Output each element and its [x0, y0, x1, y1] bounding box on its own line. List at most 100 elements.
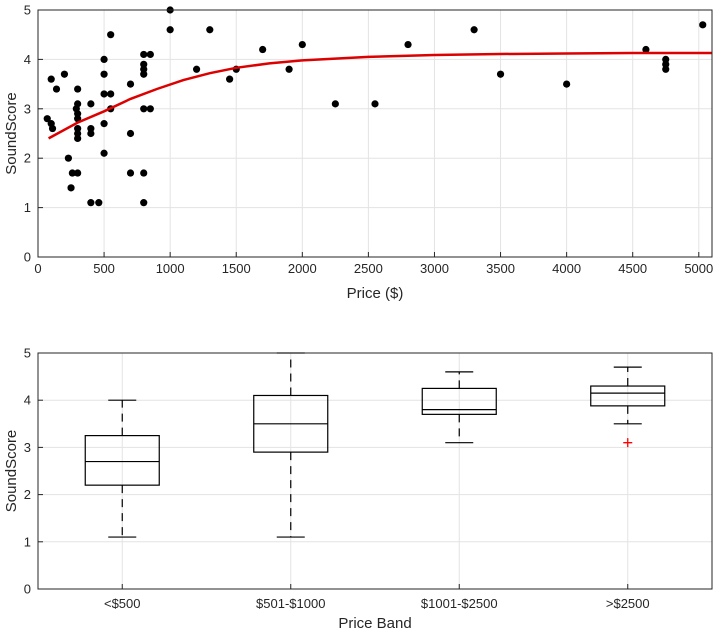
data-point	[126, 169, 135, 177]
data-point	[87, 100, 95, 108]
data-point	[140, 169, 148, 177]
box-ticks: 0 1 2 3 4 5 <$500 $501-$1000 $1001-$2500 >$2500	[24, 346, 650, 612]
data-point	[192, 65, 201, 73]
y-tick-label: 3	[24, 440, 31, 455]
box-2	[253, 352, 329, 538]
y-tick-label: 5	[24, 346, 31, 361]
data-point	[331, 100, 339, 108]
y-tick-label: 0	[24, 582, 31, 597]
x-tick-label: 3000	[420, 261, 449, 276]
data-point	[100, 55, 108, 64]
outlier-marker	[623, 438, 633, 448]
data-point	[146, 50, 154, 59]
x-tick-label: 2500	[354, 261, 383, 276]
data-point	[642, 45, 650, 54]
box-plot-boxes	[84, 352, 666, 538]
data-point	[285, 65, 293, 73]
data-point	[470, 26, 478, 34]
data-point	[107, 31, 115, 39]
data-point	[64, 154, 72, 162]
x-tick-label: 4500	[618, 261, 647, 276]
data-point	[226, 75, 234, 83]
x-tick-label: <$500	[104, 596, 141, 611]
data-point	[87, 124, 95, 133]
box-plot: 0 1 2 3 4 5 <$500 $501-$1000 $1001-$2500 >$2500 P…	[3, 346, 713, 632]
x-tick-label: >$2500	[606, 596, 650, 611]
y-tick-label: 4	[24, 393, 31, 408]
scatter-plot: 0 500 1000 1500 2000 2500 3000 3500 4000 4500 5000…	[3, 3, 713, 303]
data-point	[662, 65, 670, 73]
x-tick-label: 2000	[288, 261, 317, 276]
box-3	[421, 371, 497, 444]
data-point	[68, 169, 76, 177]
data-point	[74, 129, 82, 138]
data-point	[140, 105, 148, 113]
data-point	[43, 115, 51, 123]
data-point	[259, 45, 267, 54]
box-y-axis-label: SoundScore	[3, 430, 20, 513]
data-point	[107, 90, 115, 98]
x-tick-label: 4000	[552, 261, 581, 276]
box-iqr	[421, 387, 497, 415]
box-iqr	[84, 435, 160, 486]
data-point	[60, 70, 69, 78]
data-point	[126, 80, 135, 88]
x-tick-label: 500	[93, 261, 115, 276]
data-point	[74, 85, 82, 93]
data-point	[67, 184, 75, 192]
y-tick-label: 1	[24, 200, 31, 215]
data-point	[140, 199, 148, 207]
data-point	[140, 70, 148, 78]
y-tick-label: 4	[24, 52, 31, 67]
data-point	[52, 85, 61, 93]
scatter-points	[43, 6, 707, 207]
data-point	[100, 90, 108, 98]
data-point	[699, 21, 707, 29]
x-tick-label: 0	[34, 261, 41, 276]
scatter-grid	[37, 9, 712, 258]
data-point	[87, 129, 95, 138]
scatter-y-axis-label: SoundScore	[3, 92, 20, 175]
data-point	[140, 50, 148, 59]
scatter-ticks: 0 500 1000 1500 2000 2500 3000 3500 4000 4500 5000…	[24, 3, 713, 277]
y-tick-label: 3	[24, 101, 31, 116]
box-plot-frame	[37, 352, 713, 590]
data-point	[95, 199, 103, 207]
data-point	[100, 149, 108, 157]
box-iqr	[590, 385, 666, 407]
x-tick-label: $1001-$2500	[421, 596, 498, 611]
x-tick-label: 5000	[684, 261, 713, 276]
data-point	[206, 26, 214, 34]
scatter-x-axis-label: Price ($)	[347, 285, 404, 302]
x-tick-label: 3500	[486, 261, 515, 276]
data-point	[140, 60, 148, 68]
data-point	[74, 124, 82, 133]
x-tick-label: 1000	[156, 261, 185, 276]
data-point	[662, 60, 670, 68]
x-tick-label: 1500	[222, 261, 251, 276]
data-point	[74, 100, 82, 108]
data-point	[140, 65, 148, 73]
y-tick-label: 5	[24, 3, 31, 18]
data-point	[74, 110, 82, 118]
box-x-axis-label: Price Band	[338, 615, 411, 632]
y-tick-label: 0	[24, 250, 31, 265]
data-point	[47, 75, 55, 83]
box-grid	[38, 352, 712, 590]
y-tick-label: 2	[24, 487, 31, 502]
data-point	[404, 40, 412, 49]
scatter-plot-frame	[37, 9, 713, 258]
box-1	[84, 399, 160, 538]
y-tick-label: 1	[24, 534, 31, 549]
data-point	[74, 134, 82, 143]
data-point	[496, 70, 505, 78]
y-tick-label: 2	[24, 151, 31, 166]
data-point	[563, 80, 571, 88]
data-point	[48, 124, 57, 133]
data-point	[100, 120, 108, 128]
data-point	[371, 100, 379, 108]
fit-curve	[48, 51, 712, 140]
data-point	[100, 70, 108, 78]
data-point	[87, 199, 95, 207]
